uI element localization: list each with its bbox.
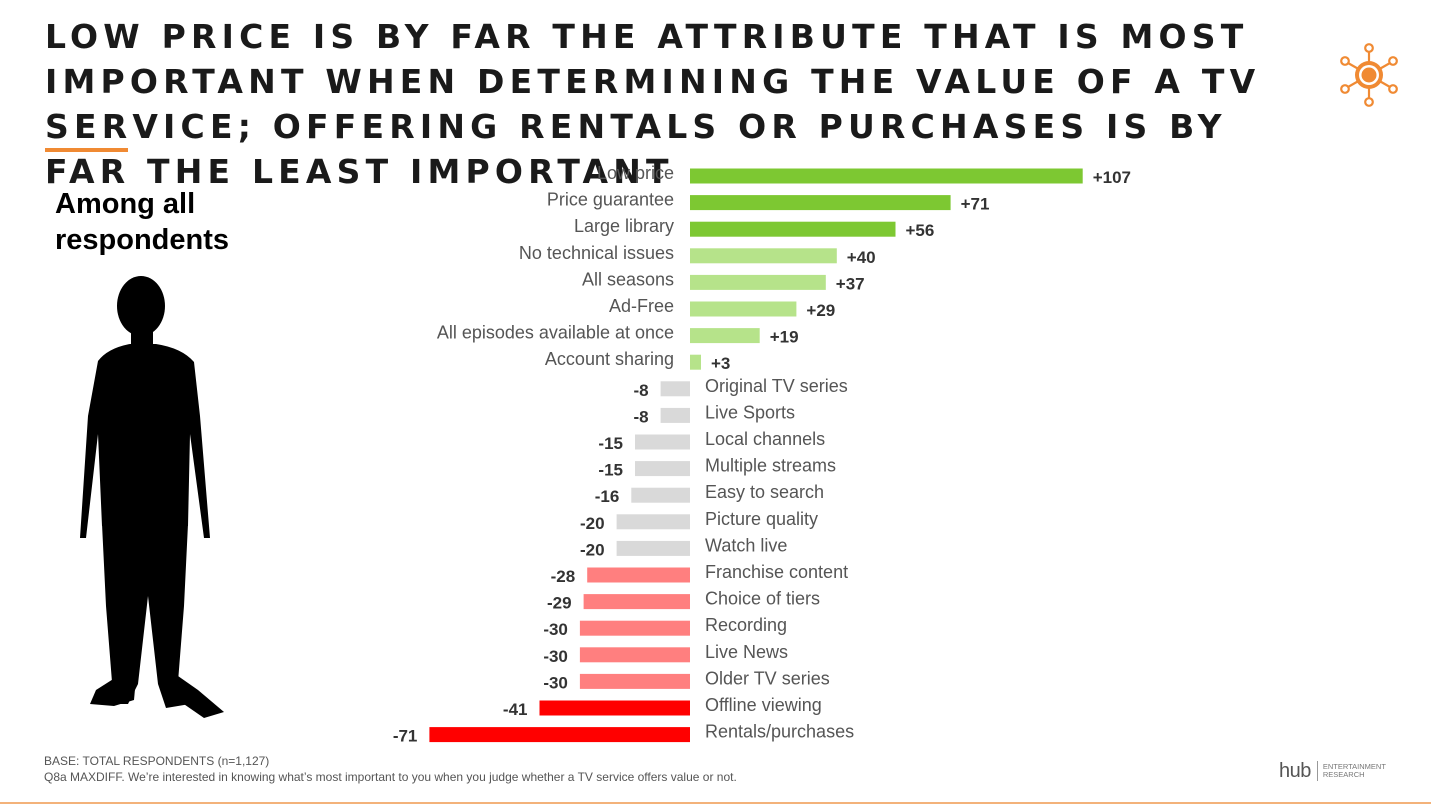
bar-3 <box>690 248 837 264</box>
bar-4 <box>690 274 826 290</box>
bar-11 <box>635 461 690 477</box>
bar-15 <box>587 567 690 583</box>
bar-9 <box>660 407 690 423</box>
brand-logo: hub ENTERTAINMENT RESEARCH <box>1279 760 1403 782</box>
value-label-15: -28 <box>551 567 576 586</box>
footnote-base: BASE: TOTAL RESPONDENTS (n=1,127) <box>44 754 270 768</box>
page-title: LOW PRICE IS BY FAR THE ATTRIBUTE THAT I… <box>45 17 1261 191</box>
bar-8 <box>660 381 690 397</box>
category-label-8: Original TV series <box>705 376 848 396</box>
value-label-18: -30 <box>543 647 568 666</box>
bar-1 <box>690 195 951 211</box>
category-label-18: Live News <box>705 642 788 662</box>
bar-16 <box>583 594 690 610</box>
bar-5 <box>690 301 797 317</box>
bar-13 <box>616 514 690 530</box>
title-underline <box>45 148 128 152</box>
value-label-16: -29 <box>547 594 572 613</box>
value-label-13: -20 <box>580 514 605 533</box>
audience-subhead: Among all respondents <box>55 188 230 256</box>
category-label-12: Easy to search <box>705 482 824 502</box>
category-label-15: Franchise content <box>705 562 848 582</box>
category-label-9: Live Sports <box>705 402 795 422</box>
category-label-2: Large library <box>574 216 674 236</box>
bar-10 <box>635 434 690 450</box>
value-label-8: -8 <box>633 381 648 400</box>
value-label-3: +40 <box>847 248 876 267</box>
value-label-4: +37 <box>836 274 865 293</box>
value-label-7: +3 <box>711 354 730 373</box>
bar-18 <box>579 647 690 663</box>
brand-name: hub <box>1279 761 1318 781</box>
value-label-21: -71 <box>393 727 418 746</box>
category-label-13: Picture quality <box>705 509 818 529</box>
value-label-6: +19 <box>770 328 799 347</box>
category-label-1: Price guarantee <box>547 190 674 210</box>
value-label-17: -30 <box>543 620 568 639</box>
bar-7 <box>690 354 701 370</box>
category-label-14: Watch live <box>705 535 787 555</box>
value-label-19: -30 <box>543 673 568 692</box>
bar-20 <box>539 700 690 716</box>
value-label-1: +71 <box>961 195 990 214</box>
value-label-11: -15 <box>598 461 623 480</box>
category-label-0: Low price <box>597 163 674 183</box>
bar-0 <box>690 168 1083 184</box>
bar-6 <box>690 328 760 344</box>
value-label-12: -16 <box>595 487 620 506</box>
category-label-21: Rentals/purchases <box>705 722 854 742</box>
brand-tagline: ENTERTAINMENT RESEARCH <box>1318 763 1403 779</box>
category-label-6: All episodes available at once <box>437 323 674 343</box>
category-label-10: Local channels <box>705 429 825 449</box>
value-label-10: -15 <box>598 434 623 453</box>
category-label-11: Multiple streams <box>705 456 836 476</box>
brand-tagline-line-1: ENTERTAINMENT <box>1322 762 1386 771</box>
value-label-14: -20 <box>580 540 605 559</box>
person-silhouette-icon <box>80 276 224 718</box>
category-label-5: Ad-Free <box>609 296 674 316</box>
category-label-17: Recording <box>705 615 787 635</box>
sun-logo-icon <box>1340 43 1398 107</box>
brand-tagline-line-2: RESEARCH <box>1322 770 1365 779</box>
category-label-7: Account sharing <box>545 349 674 369</box>
category-label-16: Choice of tiers <box>705 589 820 609</box>
category-label-4: All seasons <box>582 269 674 289</box>
category-label-19: Older TV series <box>705 668 830 688</box>
value-label-2: +56 <box>906 221 935 240</box>
value-label-9: -8 <box>633 407 648 426</box>
bar-2 <box>690 221 896 237</box>
footer-rule <box>0 802 1431 804</box>
category-label-3: No technical issues <box>519 243 674 263</box>
footnote-question: Q8a MAXDIFF. We’re interested in knowing… <box>44 770 737 784</box>
bar-21 <box>429 727 690 743</box>
category-label-20: Offline viewing <box>705 695 822 715</box>
value-label-0: +107 <box>1093 168 1131 187</box>
value-label-20: -41 <box>503 700 528 719</box>
value-label-5: +29 <box>806 301 835 320</box>
bar-17 <box>579 620 690 636</box>
bar-14 <box>616 540 690 556</box>
bar-19 <box>579 673 690 689</box>
bar-12 <box>631 487 690 503</box>
